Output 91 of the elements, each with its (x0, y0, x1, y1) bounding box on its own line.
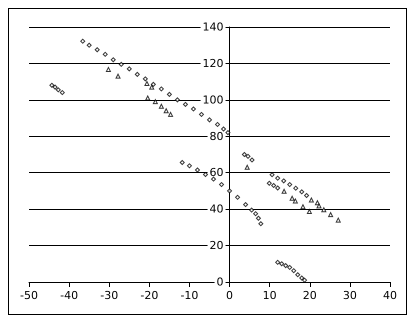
point (182, 102, 188, 107)
point (126, 66, 132, 72)
point (282, 188, 287, 194)
point (287, 182, 292, 188)
point (94, 47, 100, 52)
point (158, 104, 164, 109)
point (102, 52, 108, 57)
point (142, 76, 148, 82)
point (321, 207, 326, 212)
y-tick-label: 80 (210, 130, 224, 143)
point (106, 66, 111, 72)
point (281, 178, 286, 184)
point (258, 221, 264, 226)
y-tick-label: 120 (202, 56, 224, 70)
point (275, 186, 280, 191)
point (152, 99, 158, 104)
point (221, 126, 226, 132)
point (275, 176, 280, 181)
point (202, 172, 208, 178)
x-tick-label: -10 (180, 289, 198, 302)
point (291, 268, 296, 274)
point (186, 163, 192, 168)
y-tick-label: 140 (202, 20, 224, 34)
point (304, 192, 310, 198)
y-tick-label: 100 (202, 93, 224, 106)
point (336, 218, 341, 223)
point (174, 97, 180, 102)
point (328, 212, 334, 218)
point (283, 263, 288, 268)
y-tick-label: 20 (210, 239, 224, 252)
point (316, 203, 322, 208)
point (299, 275, 304, 280)
point (60, 90, 65, 96)
point (215, 122, 220, 127)
y-tick-label: 0 (216, 276, 224, 288)
point (110, 57, 116, 62)
point (292, 198, 298, 204)
point (253, 211, 258, 216)
y-tick-label: 60 (210, 166, 224, 180)
x-tick-label: 20 (302, 289, 317, 302)
point (227, 188, 232, 194)
point (158, 86, 164, 92)
point (194, 167, 200, 172)
point (80, 38, 86, 44)
point (266, 180, 272, 186)
point (287, 264, 292, 270)
point (56, 87, 61, 92)
point (180, 160, 185, 166)
point (290, 196, 295, 201)
point (243, 202, 248, 208)
x-tick-label: 40 (383, 289, 397, 302)
point (164, 108, 169, 114)
point (207, 117, 212, 122)
point (295, 272, 300, 278)
x-tick-label: 0 (226, 289, 234, 302)
point (211, 176, 216, 182)
point (168, 112, 174, 117)
point (279, 261, 284, 266)
point (198, 112, 204, 117)
point (256, 216, 261, 221)
point (86, 42, 92, 48)
point (118, 62, 124, 67)
point (299, 189, 304, 194)
point (149, 84, 154, 90)
point (244, 164, 250, 170)
point (249, 208, 254, 213)
point (225, 130, 230, 136)
x-tick-label: -40 (60, 289, 78, 302)
point (300, 204, 306, 210)
point (250, 157, 255, 162)
x-tick-label: -50 (20, 289, 38, 302)
point (275, 260, 280, 265)
point (134, 72, 140, 77)
point (293, 186, 298, 191)
point (271, 182, 276, 188)
point (242, 152, 247, 157)
y-tick-label: 40 (210, 202, 224, 216)
point (144, 80, 150, 86)
x-tick-label: 10 (262, 289, 277, 302)
point (49, 82, 54, 88)
point (52, 84, 58, 90)
point (270, 172, 275, 178)
point (116, 74, 121, 79)
point (166, 92, 172, 97)
point (246, 154, 251, 159)
point (190, 106, 196, 112)
x-tick-label: -30 (100, 289, 118, 302)
point (235, 194, 240, 200)
x-tick-label: 30 (342, 289, 357, 302)
x-tick-label: -20 (140, 289, 158, 302)
point (219, 182, 224, 188)
